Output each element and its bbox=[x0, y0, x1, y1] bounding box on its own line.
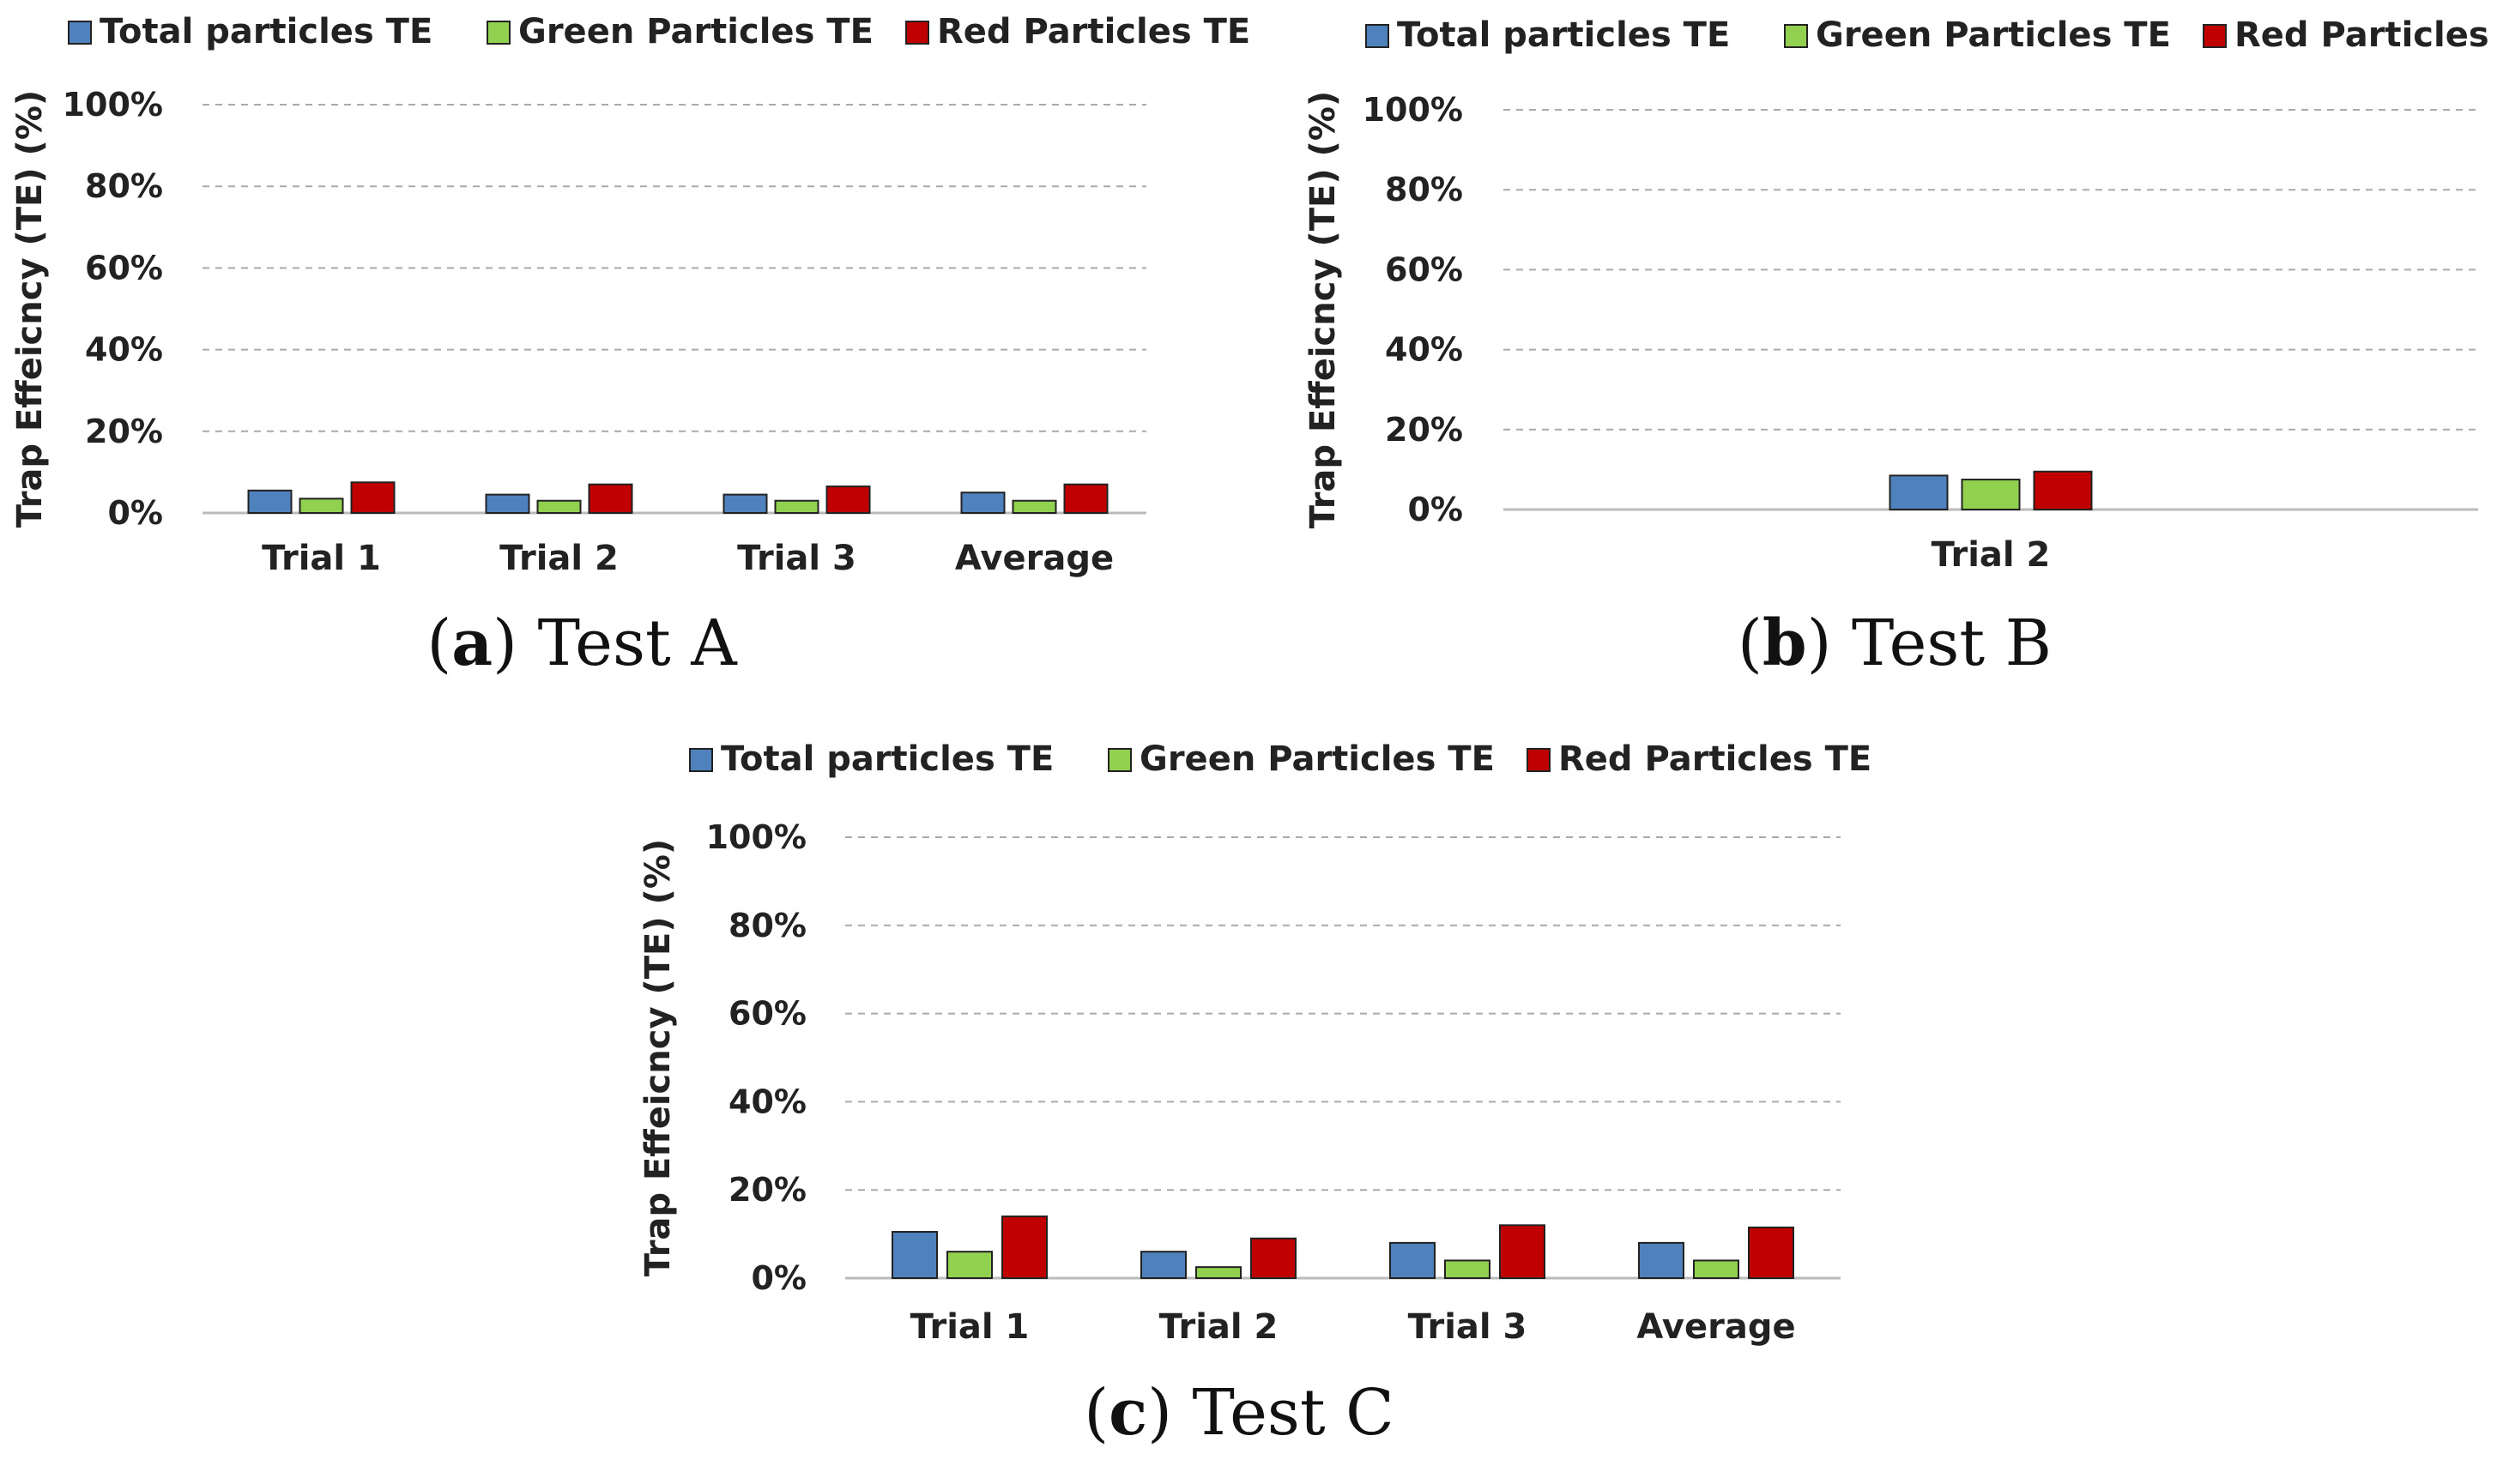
bar-red-particles-te-trial-1 bbox=[350, 481, 396, 514]
bar-green-particles-te-trial-2 bbox=[1195, 1266, 1242, 1280]
y-axis-label: Trap Effeicncy (TE) (%) bbox=[638, 839, 678, 1276]
bar-green-particles-te-trial-1 bbox=[299, 498, 344, 515]
y-tick-label: 40% bbox=[85, 331, 163, 369]
y-tick-label: 0% bbox=[1407, 491, 1463, 528]
legend-swatch-1 bbox=[1784, 24, 1808, 48]
bar-red-particles-te-average bbox=[1748, 1226, 1794, 1280]
y-tick-label: 0% bbox=[107, 494, 163, 532]
legend-swatch-2 bbox=[905, 21, 929, 45]
legend-swatch-0 bbox=[68, 21, 92, 45]
caption-close-paren: ) bbox=[1807, 606, 1852, 680]
chart-panel-c: Total particles TE Green Particles TE Red … bbox=[638, 739, 1871, 1450]
panel-caption: (b) Test B bbox=[1738, 606, 2052, 680]
x-tick-label: Average bbox=[1636, 1307, 1795, 1347]
bar-red-particles-te-trial-2 bbox=[588, 483, 633, 514]
bar-green-particles-te-average bbox=[1693, 1259, 1739, 1279]
x-tick-label: Trial 1 bbox=[262, 539, 381, 578]
legend-swatch-1 bbox=[1108, 748, 1132, 772]
bar-green-particles-te-trial-2 bbox=[536, 499, 582, 514]
legend-label-2: Red Particles TE bbox=[2234, 15, 2497, 55]
y-tick-label: 40% bbox=[729, 1083, 807, 1120]
caption-text: Test A bbox=[538, 606, 739, 680]
caption-text: Test C bbox=[1193, 1376, 1394, 1450]
y-axis-label: Trap Effeicncy (TE) (%) bbox=[10, 90, 50, 528]
caption-close-paren: ) bbox=[493, 606, 537, 680]
panel-caption: (a) Test A bbox=[426, 606, 738, 680]
bar-total-particles-te-average bbox=[1638, 1241, 1684, 1280]
x-tick-label: Trial 1 bbox=[910, 1307, 1030, 1347]
legend-label-0: Total particles TE bbox=[721, 739, 1054, 779]
legend-label-1: Green Particles TE bbox=[518, 12, 874, 51]
y-tick-label: 80% bbox=[85, 167, 163, 205]
bar-red-particles-te-average bbox=[1063, 483, 1109, 514]
y-tick-label: 80% bbox=[1385, 171, 1463, 208]
bar-total-particles-te-trial-2 bbox=[1889, 474, 1949, 511]
bar-green-particles-te-average bbox=[1012, 499, 1057, 514]
caption-text: Test B bbox=[1852, 606, 2052, 680]
x-tick-label: Trial 3 bbox=[1408, 1307, 1527, 1347]
bar-red-particles-te-trial-1 bbox=[1001, 1216, 1048, 1280]
y-tick-label: 20% bbox=[1385, 411, 1463, 449]
bar-total-particles-te-trial-2 bbox=[1140, 1251, 1187, 1280]
legend-label-1: Green Particles TE bbox=[1816, 15, 2171, 55]
y-axis-label: Trap Effeicncy (TE) (%) bbox=[1303, 91, 1343, 528]
legend-label-2: Red Particles TE bbox=[937, 12, 1250, 51]
y-tick-label: 80% bbox=[729, 907, 807, 944]
bar-total-particles-te-trial-1 bbox=[247, 489, 293, 515]
chart-panel-b: Total particles TE Green Particles TE Red … bbox=[1303, 15, 2497, 680]
bar-total-particles-te-average bbox=[960, 492, 1006, 515]
bar-total-particles-te-trial-1 bbox=[892, 1231, 938, 1280]
bar-red-particles-te-trial-3 bbox=[825, 486, 871, 514]
y-tick-label: 0% bbox=[751, 1259, 807, 1297]
bar-total-particles-te-trial-2 bbox=[485, 493, 530, 515]
y-tick-label: 100% bbox=[1363, 91, 1463, 129]
bar-green-particles-te-trial-3 bbox=[1444, 1259, 1490, 1279]
y-tick-label: 60% bbox=[1385, 250, 1463, 288]
x-tick-label: Trial 2 bbox=[499, 539, 619, 578]
legend-swatch-0 bbox=[689, 748, 713, 772]
bar-green-particles-te-trial-3 bbox=[774, 499, 819, 514]
x-tick-label: Trial 3 bbox=[737, 539, 856, 578]
chart-panel-a: Total particles TE Green Particles TE Red … bbox=[10, 12, 1250, 680]
legend-swatch-0 bbox=[1365, 24, 1389, 48]
y-tick-label: 100% bbox=[63, 86, 163, 124]
caption-open-paren: ( bbox=[1084, 1376, 1109, 1450]
legend-label-2: Red Particles TE bbox=[1558, 739, 1871, 779]
bar-red-particles-te-trial-3 bbox=[1499, 1224, 1545, 1279]
legend-label-0: Total particles TE bbox=[1397, 15, 1730, 55]
caption-open-paren: ( bbox=[1738, 606, 1762, 680]
x-tick-label: Trial 2 bbox=[1932, 535, 2051, 575]
legend-label-0: Total particles TE bbox=[100, 12, 432, 51]
bar-green-particles-te-trial-2 bbox=[1961, 479, 2021, 510]
bar-total-particles-te-trial-3 bbox=[722, 493, 768, 515]
x-tick-label: Trial 2 bbox=[1159, 1307, 1279, 1347]
bar-green-particles-te-trial-1 bbox=[946, 1251, 993, 1280]
bar-red-particles-te-trial-2 bbox=[2033, 470, 2093, 510]
bar-red-particles-te-trial-2 bbox=[1250, 1237, 1297, 1279]
y-tick-label: 40% bbox=[1385, 331, 1463, 369]
y-tick-label: 20% bbox=[85, 413, 163, 450]
legend-swatch-2 bbox=[1527, 748, 1551, 772]
x-tick-label: Average bbox=[955, 539, 1114, 578]
caption-open-paren: ( bbox=[426, 606, 451, 680]
y-tick-label: 60% bbox=[85, 249, 163, 287]
y-tick-label: 100% bbox=[706, 818, 807, 856]
legend-swatch-2 bbox=[2203, 24, 2227, 48]
panel-caption: (c) Test C bbox=[1084, 1376, 1394, 1450]
bar-total-particles-te-trial-3 bbox=[1389, 1241, 1436, 1280]
legend-swatch-1 bbox=[487, 21, 511, 45]
caption-close-paren: ) bbox=[1147, 1376, 1192, 1450]
caption-letter: b bbox=[1762, 606, 1807, 680]
caption-letter: a bbox=[451, 606, 493, 680]
caption-letter: c bbox=[1109, 1376, 1147, 1450]
y-tick-label: 60% bbox=[729, 995, 807, 1033]
legend-label-1: Green Particles TE bbox=[1140, 739, 1495, 779]
y-tick-label: 20% bbox=[729, 1171, 807, 1209]
